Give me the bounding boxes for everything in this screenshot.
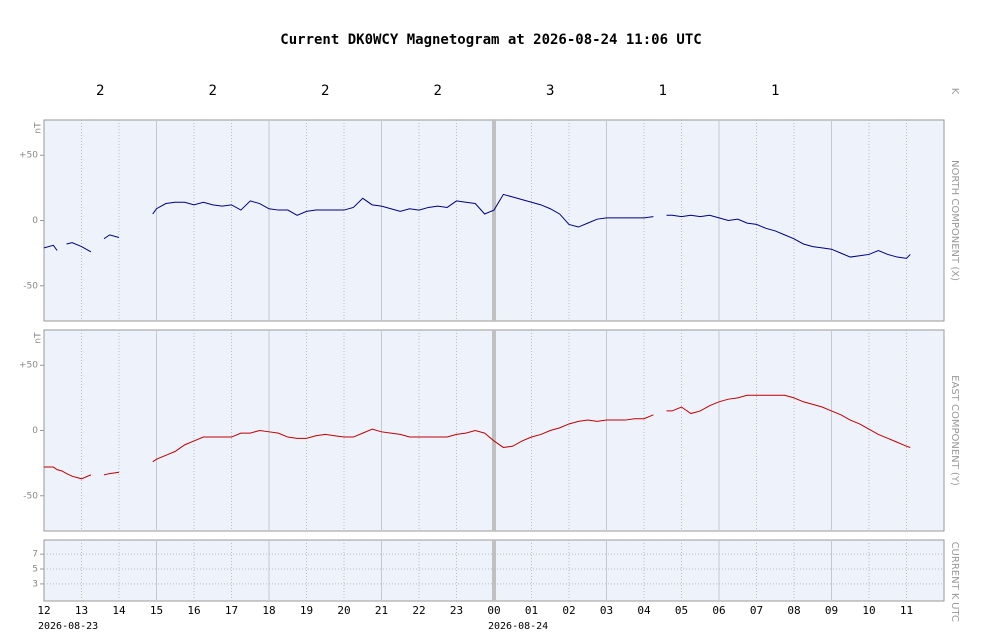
date-label: 2026-08-23 bbox=[38, 621, 98, 632]
x-tick-label: 14 bbox=[112, 604, 126, 617]
x-tick-label: 19 bbox=[300, 604, 313, 617]
title: Current DK0WCY Magnetogram at 2026-08-24… bbox=[280, 32, 701, 48]
k-value: 1 bbox=[659, 83, 667, 99]
x-tick-label: 15 bbox=[150, 604, 163, 617]
x-tick-label: 23 bbox=[450, 604, 463, 617]
k-value: 3 bbox=[546, 83, 554, 99]
x-tick-label: 05 bbox=[675, 604, 688, 617]
x-tick-label: 04 bbox=[637, 604, 651, 617]
x-tick-label: 20 bbox=[337, 604, 350, 617]
x-tick-label: 10 bbox=[862, 604, 875, 617]
y-tick-label: 0 bbox=[32, 216, 38, 226]
y-tick-label: 5 bbox=[32, 565, 38, 575]
y-tick-label: 0 bbox=[32, 426, 38, 436]
data-line bbox=[44, 394, 911, 480]
x-tick-label: 12 bbox=[37, 604, 50, 617]
x-tick-label: 02 bbox=[562, 604, 575, 617]
x-tick-label: 21 bbox=[375, 604, 388, 617]
date-label: 2026-08-24 bbox=[488, 621, 548, 632]
k-value: 1 bbox=[771, 83, 779, 99]
x-tick-label: 07 bbox=[750, 604, 763, 617]
x-tick-label: 01 bbox=[525, 604, 538, 617]
x-tick-label: 03 bbox=[600, 604, 613, 617]
y-tick-label: -50 bbox=[23, 491, 38, 501]
x-tick-label: 13 bbox=[75, 604, 88, 617]
x-tick-label: 17 bbox=[225, 604, 238, 617]
x-tick-label: 22 bbox=[412, 604, 425, 617]
y-tick-label: 3 bbox=[32, 579, 38, 589]
k-label: K bbox=[949, 88, 960, 95]
k-value: 2 bbox=[96, 83, 104, 99]
k-value: 2 bbox=[209, 83, 217, 99]
axis-label: EAST COMPONENT (Y) bbox=[949, 375, 960, 486]
y-tick-label: +50 bbox=[19, 361, 38, 371]
unit-label: nT bbox=[34, 332, 44, 344]
axis-label: CURRENT K bbox=[949, 542, 960, 600]
data-line bbox=[43, 193, 911, 259]
x-tick-label: 11 bbox=[900, 604, 913, 617]
x-axis-label: UTC bbox=[949, 602, 960, 622]
unit-label: nT bbox=[34, 122, 44, 134]
x-tick-label: 09 bbox=[825, 604, 838, 617]
x-tick-label: 16 bbox=[187, 604, 200, 617]
y-tick-label: 7 bbox=[32, 550, 38, 560]
x-tick-label: 08 bbox=[787, 604, 800, 617]
x-tick-label: 18 bbox=[262, 604, 275, 617]
x-tick-label: 00 bbox=[487, 604, 500, 617]
x-tick-label: 06 bbox=[712, 604, 725, 617]
k-value: 2 bbox=[434, 83, 442, 99]
y-tick-label: +50 bbox=[19, 151, 38, 161]
axis-label: NORTH COMPONENT (X) bbox=[949, 160, 960, 281]
y-tick-label: -50 bbox=[23, 281, 38, 291]
k-value: 2 bbox=[321, 83, 329, 99]
